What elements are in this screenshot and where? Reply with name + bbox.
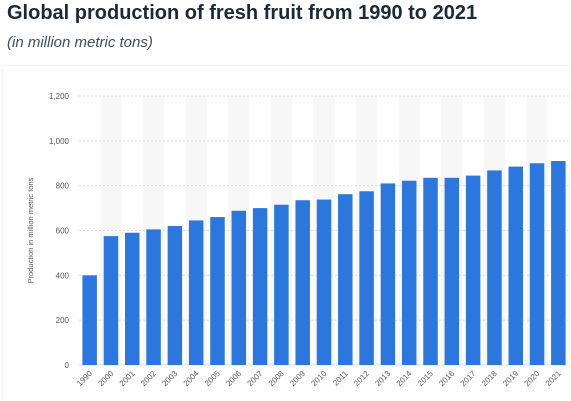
x-axis: 1990 2000 2001 2002 2003 2004 2005 2006 2007 2008… [75,369,563,388]
bar[interactable] [188,220,204,365]
x-tick-label: 2013 [373,369,392,388]
bar[interactable] [167,226,183,365]
x-tick-label: 2019 [501,369,520,388]
x-tick-label: 2005 [203,369,222,388]
y-tick-label: 800 [56,182,70,191]
bars [82,161,566,365]
bar[interactable] [465,175,481,365]
y-tick-label: 0 [65,361,70,370]
bar[interactable] [444,177,460,365]
x-tick-label: 2010 [309,369,328,388]
y-tick-label: 600 [56,227,70,236]
x-tick-label: 2015 [416,369,435,388]
y-tick-label: 1,200 [49,92,70,101]
bar[interactable] [487,170,502,365]
x-tick-label: 2001 [118,369,137,388]
x-tick-label: 2002 [139,369,158,388]
x-tick-label: 2004 [182,369,201,388]
x-tick-label: 2021 [544,369,563,388]
x-tick-label: 2018 [480,369,499,388]
bar[interactable] [125,232,140,365]
bar[interactable] [146,229,161,365]
y-tick-label: 1,000 [49,137,70,146]
bar[interactable] [380,183,396,365]
y-tick-label: 400 [56,271,70,280]
x-tick-label: 2003 [160,369,179,388]
bar[interactable] [359,191,374,365]
x-tick-label: 2014 [395,369,414,388]
x-tick-label: 2020 [523,369,542,388]
bar[interactable] [529,163,545,365]
bar[interactable] [103,236,119,365]
bar[interactable] [231,210,247,365]
x-tick-label: 2000 [96,369,115,388]
bar[interactable] [252,208,268,365]
x-tick-label: 2008 [267,369,286,388]
bar[interactable] [274,204,289,365]
x-tick-label: 2017 [459,369,478,388]
x-tick-label: 2012 [352,369,371,388]
bar[interactable] [551,161,566,365]
bar[interactable] [401,180,417,365]
x-tick-label: 1990 [75,369,94,388]
x-tick-label: 2007 [246,369,265,388]
page-subtitle: (in million metric tons) [7,34,153,51]
bar[interactable] [338,194,353,365]
bar[interactable] [82,275,97,365]
bar[interactable] [295,200,310,365]
x-tick-label: 2006 [224,369,243,388]
bar-chart: 0 200 400 600 800 1,000 1,200 1990 2000 2001 2002… [26,92,569,388]
x-tick-label: 2011 [331,369,350,388]
x-tick-label: 2009 [288,369,307,388]
x-tick-label: 2016 [437,369,456,388]
chart-card: 0 200 400 600 800 1,000 1,200 1990 2000 2001 2002… [3,66,571,401]
bar[interactable] [423,177,438,365]
bar[interactable] [316,199,332,365]
y-axis-title: Production in million metric tons [26,177,35,283]
bar[interactable] [508,166,523,365]
page-title: Global production of fresh fruit from 19… [7,2,478,24]
y-tick-label: 200 [56,316,70,325]
bar[interactable] [210,217,225,365]
y-axis: 0 200 400 600 800 1,000 1,200 [49,92,70,370]
